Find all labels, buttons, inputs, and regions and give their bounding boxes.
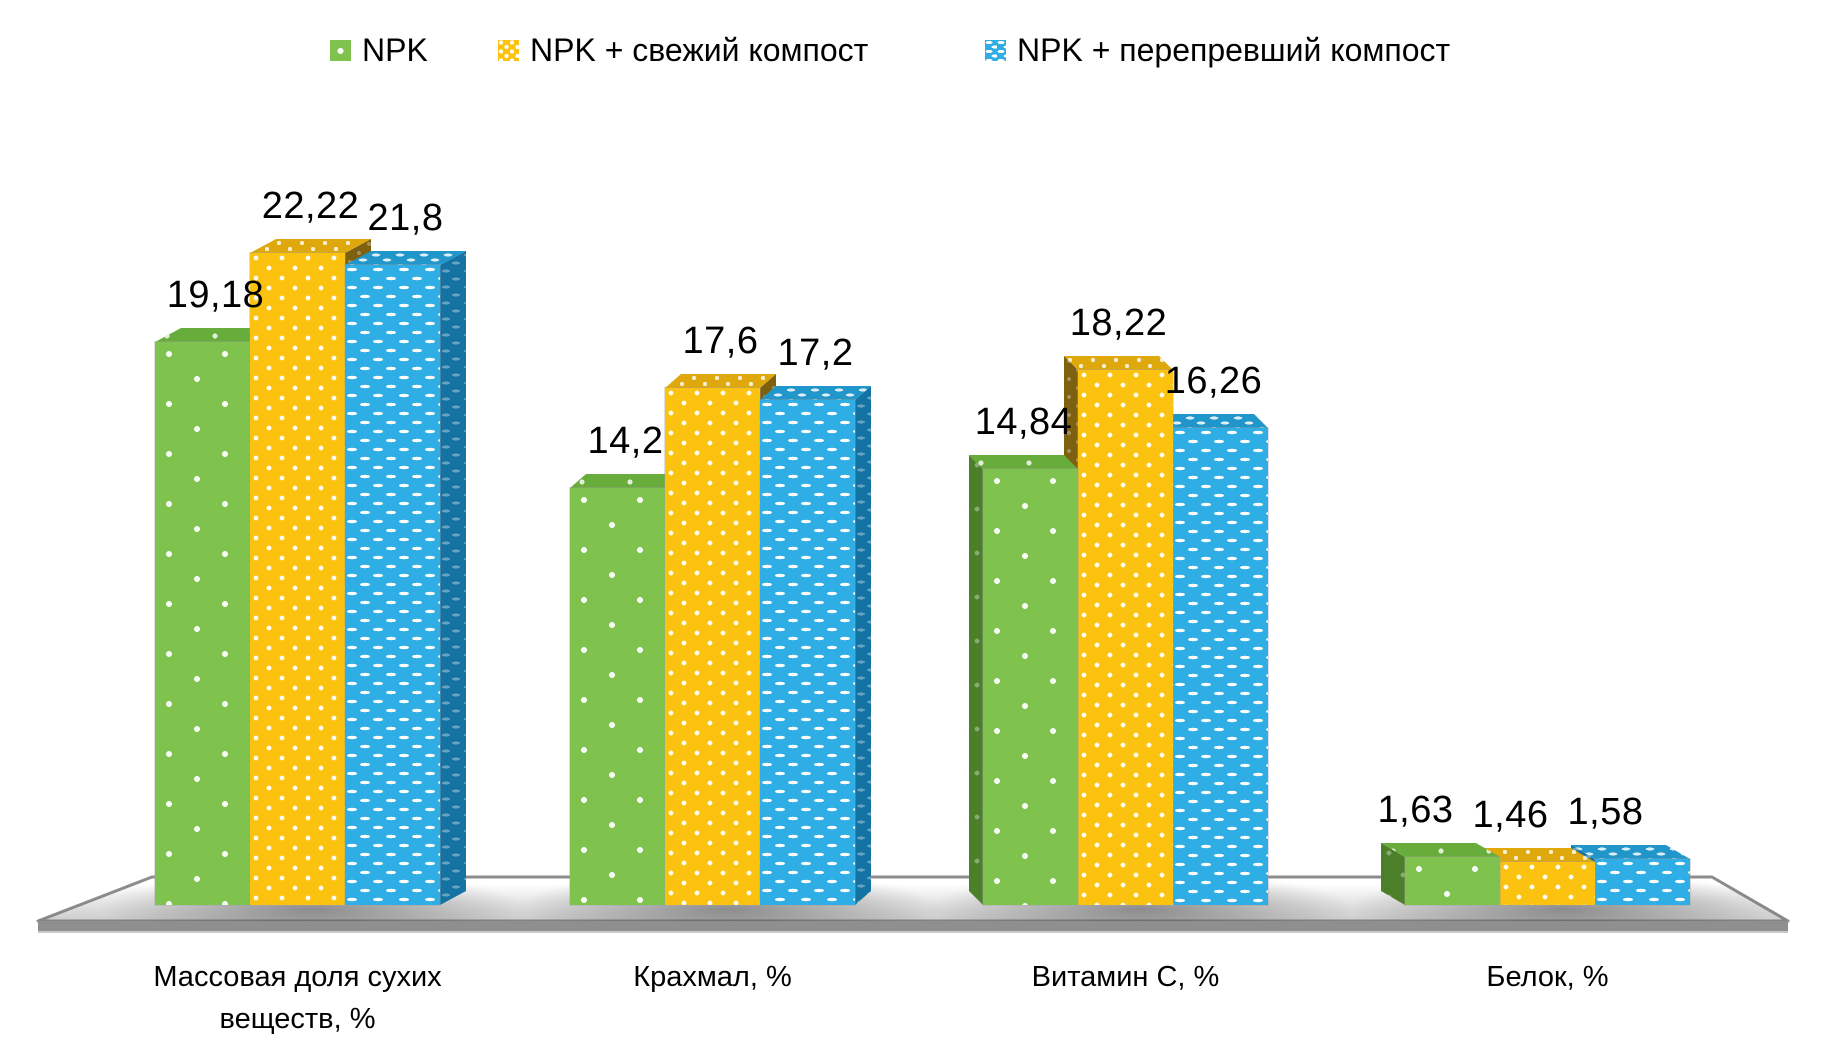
bar-top-face [345,251,466,265]
bar-green-cat1 [570,488,665,905]
bar-value-label: 1,58 [1567,791,1644,833]
bar-yellow-cat3 [1500,862,1595,905]
bar-top-face [969,455,1078,469]
bar-side-face [855,386,871,905]
legend-label: NPK + свежий компост [530,32,869,68]
bar-value-label: 16,26 [1164,360,1263,402]
category-label-1: Крахмал, % [633,961,792,993]
bar-top-face [1381,843,1500,857]
category-label-2: Витамин С, % [1031,961,1220,993]
bar-yellow-cat2 [1078,370,1173,905]
bar-value-label: 18,22 [1069,302,1168,344]
bar-blue-cat1 [760,400,855,905]
bar-top-face [250,239,371,253]
legend-swatch-green-icon [330,39,351,61]
bar-value-label: 17,2 [777,332,854,374]
bar-green-cat2 [983,469,1078,905]
floor-front-edge [38,921,1788,931]
bar-value-label: 14,84 [974,401,1073,443]
bar-blue-cat0 [345,265,440,905]
legend: NPK NPK + свежий компост NPK + перепревший… [0,28,1830,72]
bar-top-face [570,474,681,488]
bar-blue-cat3 [1595,859,1690,905]
bar-value-label: 19,18 [166,274,265,316]
legend-item-blue: NPK + перепревший компост [985,28,1450,72]
bar-value-label: 1,46 [1472,794,1549,836]
bar-blue-cat2 [1173,428,1268,905]
bar-value-label: 22,22 [261,185,360,227]
bar-value-label: 1,63 [1377,789,1454,831]
category-label-3: Белок, % [1486,961,1609,993]
bar-top-face [1064,356,1173,370]
legend-swatch-yellow-icon [498,39,519,61]
legend-item-green: NPK [330,28,428,72]
bar-yellow-cat1 [665,388,760,905]
legend-swatch-blue-icon [985,39,1006,61]
bar-yellow-cat0 [250,253,345,905]
bar-side-face [440,251,466,905]
bar-value-label: 14,2 [587,420,664,462]
legend-label: NPK + перепревший компост [1017,32,1451,68]
bar-top-face [155,328,276,342]
bar-top-face [1571,845,1690,859]
legend-label: NPK [362,32,428,68]
bar-green-cat0 [155,342,250,905]
bar-top-face [665,374,776,388]
bar-value-label: 17,6 [682,320,759,362]
bar-top-face [760,386,871,400]
bar-top-face [1159,414,1268,428]
bar-side-face [969,455,983,905]
category-label-0: Массовая доля сухих веществ, % [153,961,442,1035]
bar-top-face [1476,848,1595,862]
legend-item-yellow: NPK + свежий компост [498,28,868,72]
bar-green-cat3 [1405,857,1500,905]
bar-value-label: 21,8 [367,197,444,239]
